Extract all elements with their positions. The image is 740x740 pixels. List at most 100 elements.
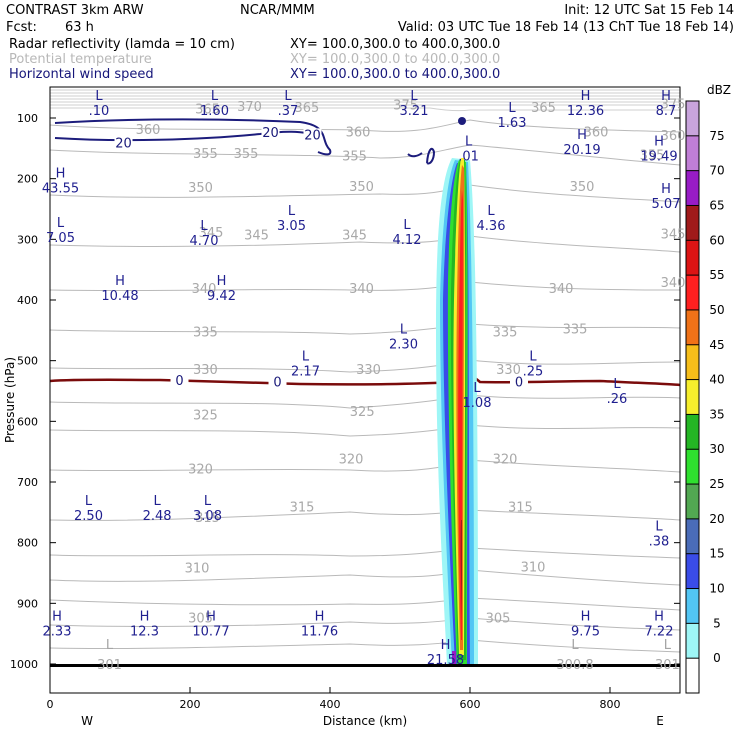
- high-low-letter: L: [508, 101, 516, 116]
- wind-contour-label: 20: [304, 128, 321, 143]
- high-low-letter: L: [57, 216, 65, 231]
- theta-contour-label: 355: [193, 147, 218, 162]
- high-low-value: 1.60: [200, 104, 229, 119]
- high-low-value: .37: [278, 104, 299, 119]
- high-low-letter: L: [400, 322, 408, 337]
- high-low-value: 43.55: [42, 181, 79, 196]
- wind-label-halo: [510, 375, 528, 389]
- header-init: Init: 12 UTC Sat 15 Feb 14: [564, 3, 734, 18]
- colorbar-frame: [685, 100, 700, 694]
- colorbar-swatch: [686, 518, 699, 554]
- high-low-value: 9.42: [207, 289, 236, 304]
- colorbar-swatch: [686, 344, 699, 380]
- high-low-marker: L3.05: [277, 204, 306, 234]
- theta-contour-label: 340: [192, 282, 217, 297]
- high-low-letter: L: [571, 638, 579, 653]
- colorbar-swatch: [686, 135, 699, 171]
- theta-contours: [49, 119, 681, 653]
- high-low-value: 3.08: [193, 509, 222, 524]
- wind-contour-label: 20: [262, 126, 279, 141]
- high-low-marker: H19.49: [640, 134, 677, 164]
- theta-contour-label: 330: [496, 363, 521, 378]
- high-low-marker: H8.7: [656, 89, 677, 119]
- colorbar-swatch: [686, 309, 699, 345]
- high-low-letter: L: [284, 89, 292, 104]
- y-tick-label: 500: [17, 355, 38, 368]
- high-low-letter: L: [655, 520, 663, 535]
- theta-contour-label: 301: [655, 658, 680, 673]
- theta-contour-label: 370: [237, 100, 262, 115]
- colorbar-swatch: [686, 588, 699, 624]
- high-low-marker: L: [664, 638, 672, 653]
- high-low-marker: H9.42: [207, 274, 236, 304]
- colorbar-swatch: [686, 449, 699, 485]
- header-valid: Valid: 03 UTC Tue 18 Feb 14 (13 ChT Tue …: [398, 20, 734, 35]
- high-low-letter: L: [95, 89, 103, 104]
- high-low-letter: H: [441, 638, 451, 653]
- colorbar-swatch: [686, 275, 699, 310]
- high-low-letter: H: [661, 89, 671, 104]
- high-low-value: 4.12: [393, 233, 422, 248]
- colorbar: 0 5 10 15 20 25 30 35 40 45 50 55 60 65 70 75: [685, 100, 725, 694]
- high-low-marker: H43.55: [42, 166, 79, 196]
- y-tick-label: 200: [17, 173, 38, 186]
- high-low-value: .10: [89, 104, 110, 119]
- high-low-value: 1.08: [463, 396, 492, 411]
- high-low-letter: H: [581, 609, 591, 624]
- high-low-value: 4.70: [190, 234, 219, 249]
- high-low-letter: H: [115, 274, 125, 289]
- header-title: CONTRAST 3km ARW: [6, 3, 144, 18]
- colorbar-label: 10: [709, 582, 724, 596]
- wind-contour-label: 0: [515, 375, 523, 390]
- colorbar-swatch: [686, 484, 699, 519]
- theta-contour-label: 360: [584, 125, 609, 140]
- colorbar-label: 20: [709, 512, 724, 526]
- wind-label-halo: [261, 125, 280, 139]
- theta-contour-label: 365: [294, 101, 319, 116]
- theta-labels: 365 370 365 375 365 375 360 360 360 360 355 355 355 3…: [97, 97, 685, 673]
- high-low-value: 3.21: [400, 104, 429, 119]
- theta-contour-label: 360: [661, 129, 686, 144]
- high-low-marker: H10.77: [192, 609, 229, 639]
- high-low-letter: L: [487, 204, 495, 219]
- colorbar-swatch: [686, 553, 699, 589]
- theta-contour-label: 305: [188, 611, 213, 626]
- colorbar-label: 0: [713, 651, 721, 665]
- colorbar-label: 25: [709, 477, 724, 491]
- high-low-value: 7.22: [645, 624, 674, 639]
- wind-contour-label: 0: [175, 374, 183, 389]
- legend-xy-reflectivity: XY= 100.0,300.0 to 400.0,300.0: [290, 37, 500, 52]
- wind-contour-label: 0: [273, 375, 281, 390]
- colorbar-swatch: [686, 658, 699, 693]
- theta-contour-label: 315: [290, 500, 315, 515]
- high-low-marker: L4.36: [477, 204, 506, 234]
- legend-xy-theta: XY= 100.0,300.0 to 400.0,300.0: [290, 52, 500, 67]
- reflectivity-plume: [436, 117, 478, 665]
- colorbar-swatch: [686, 101, 699, 136]
- high-low-value: 12.36: [567, 104, 604, 119]
- high-low-marker: H10.48: [101, 274, 138, 304]
- high-low-value: 2.50: [74, 509, 103, 524]
- high-low-letter: L: [529, 350, 537, 365]
- colorbar-label: 60: [709, 233, 724, 247]
- plume-top: [458, 117, 466, 125]
- header-fcst-label: Fcst:: [6, 20, 37, 35]
- x-tick-label: 200: [180, 698, 201, 711]
- high-low-value: 20.19: [563, 143, 600, 158]
- high-low-marker: L: [106, 638, 114, 653]
- high-low-letter: L: [211, 89, 219, 104]
- theta-contour-label: 345: [244, 228, 269, 243]
- high-low-value: 2.17: [291, 365, 320, 380]
- colorbar-swatch: [686, 240, 699, 276]
- theta-contour-label: 301: [97, 658, 122, 673]
- y-tick-label: 100: [17, 112, 38, 125]
- wind-label-halo: [268, 375, 287, 389]
- y-tick-label: 600: [17, 415, 38, 428]
- high-low-marker: H11.76: [301, 609, 338, 639]
- high-low-marker: L2.48: [143, 494, 172, 524]
- high-low-marker: L.37: [278, 89, 299, 119]
- theta-contour-label: 305: [486, 611, 511, 626]
- high-low-letter: L: [465, 134, 473, 149]
- colorbar-label: 5: [713, 616, 721, 630]
- high-low-letter: H: [577, 128, 587, 143]
